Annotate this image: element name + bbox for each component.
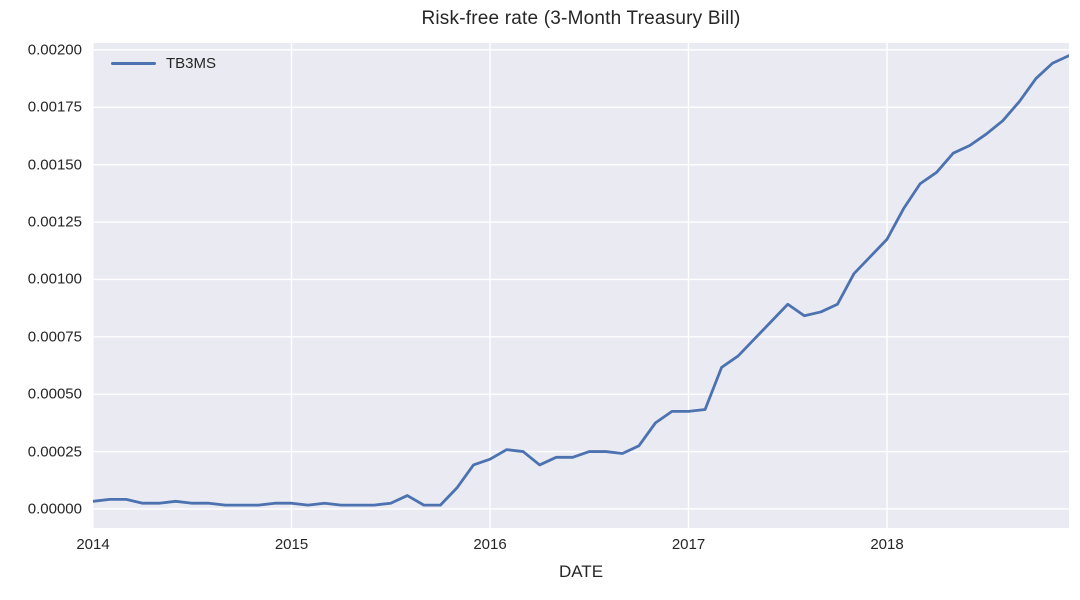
y-tick-label: 0.00125 — [27, 213, 82, 231]
y-tick-label: 0.00175 — [27, 98, 82, 116]
y-tick-label: 0.00150 — [27, 156, 82, 174]
y-tick-label: 0.00100 — [27, 270, 82, 288]
y-tick-label: 0.00050 — [27, 385, 82, 403]
plot-area: TB3MS — [93, 43, 1069, 528]
x-axis-title: DATE — [558, 562, 604, 581]
chart-canvas — [93, 43, 1069, 528]
legend-label: TB3MS — [166, 55, 217, 72]
y-tick-label: 0.00200 — [27, 41, 82, 59]
series-line-tb3ms — [93, 54, 1069, 507]
x-tick-label: 2017 — [671, 536, 706, 553]
y-tick-label: 0.00000 — [27, 500, 82, 518]
chart-title: Risk-free rate (3-Month Treasury Bill) — [421, 8, 741, 29]
x-tick-label: 2018 — [870, 536, 904, 553]
x-tick-label: 2016 — [473, 536, 507, 553]
legend-line-swatch — [111, 62, 156, 65]
x-tick-label: 2014 — [76, 536, 110, 553]
y-tick-label: 0.00025 — [27, 443, 82, 461]
x-tick-label: 2015 — [274, 536, 309, 553]
legend: TB3MS — [111, 55, 216, 72]
y-tick-label: 0.00075 — [27, 328, 82, 346]
